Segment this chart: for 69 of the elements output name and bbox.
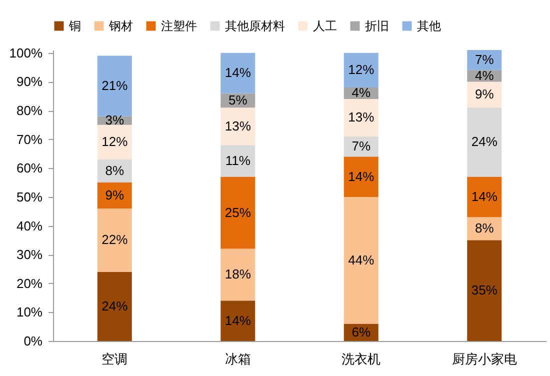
y-tick-label: 40% [16, 218, 43, 234]
data-label: 3% [105, 112, 124, 128]
legend-label: 钢材 [108, 19, 133, 33]
y-tick-label: 60% [16, 160, 43, 176]
x-tick-label: 厨房小家电 [452, 352, 517, 366]
legend-label: 注塑件 [161, 19, 197, 33]
x-tick-label: 空调 [102, 352, 128, 366]
data-label: 8% [474, 220, 494, 236]
data-label: 14% [471, 188, 498, 204]
data-label: 4% [352, 85, 371, 100]
data-label: 18% [224, 266, 252, 282]
bar [97, 272, 132, 341]
bar [220, 176, 256, 249]
bar [344, 196, 378, 324]
y-tick-label: 20% [16, 276, 43, 291]
y-tick-label: 10% [16, 304, 43, 320]
data-label: 22% [102, 232, 128, 248]
data-label: 24% [102, 298, 128, 314]
data-label: 21% [102, 78, 128, 94]
bar [220, 52, 256, 94]
bar [220, 248, 256, 301]
y-tick-label: 0% [24, 334, 43, 348]
data-label: 7% [474, 52, 494, 68]
legend-label: 其他原材料 [225, 19, 285, 33]
bar [467, 108, 502, 177]
bar [220, 145, 256, 177]
bar [97, 208, 132, 272]
bar [467, 240, 502, 341]
data-label: 12% [102, 134, 128, 150]
bar [344, 98, 378, 136]
legend-label: 人工 [313, 19, 337, 33]
data-label: 14% [224, 312, 252, 328]
legend-label: 铜 [68, 19, 81, 33]
y-tick-label: 90% [16, 74, 43, 90]
data-label: 7% [352, 138, 371, 154]
bar [344, 156, 378, 197]
data-label: 11% [225, 152, 251, 168]
x-tick-label: 冰箱 [224, 352, 251, 366]
legend-label: 折旧 [365, 19, 389, 33]
data-label: 44% [348, 252, 375, 268]
bar [97, 124, 132, 160]
legend-label: 其他 [417, 19, 441, 33]
y-tick-label: 70% [16, 132, 43, 147]
bar [220, 108, 256, 146]
data-label: 5% [228, 92, 248, 108]
data-label: 35% [471, 282, 498, 298]
data-label: 24% [471, 134, 498, 150]
y-tick-label: 100% [9, 45, 43, 60]
bar [344, 52, 378, 88]
data-label: 4% [474, 68, 494, 83]
data-label: 9% [105, 188, 124, 202]
data-label: 9% [474, 86, 494, 102]
bar [467, 176, 502, 218]
y-tick-label: 80% [16, 103, 43, 118]
data-label: 13% [224, 118, 252, 134]
bar [220, 300, 256, 341]
bar [97, 56, 132, 116]
data-label: 8% [105, 163, 124, 178]
x-tick-label: 洗衣机 [342, 352, 381, 366]
bar [467, 82, 502, 108]
bar [97, 182, 132, 208]
data-label: 14% [348, 168, 375, 184]
data-label: 25% [224, 204, 252, 220]
data-label: 6% [352, 324, 371, 340]
data-label: 12% [348, 62, 375, 78]
data-label: 13% [348, 110, 375, 125]
y-tick-label: 30% [16, 247, 43, 262]
y-tick-label: 50% [16, 189, 43, 204]
data-label: 14% [224, 65, 252, 80]
